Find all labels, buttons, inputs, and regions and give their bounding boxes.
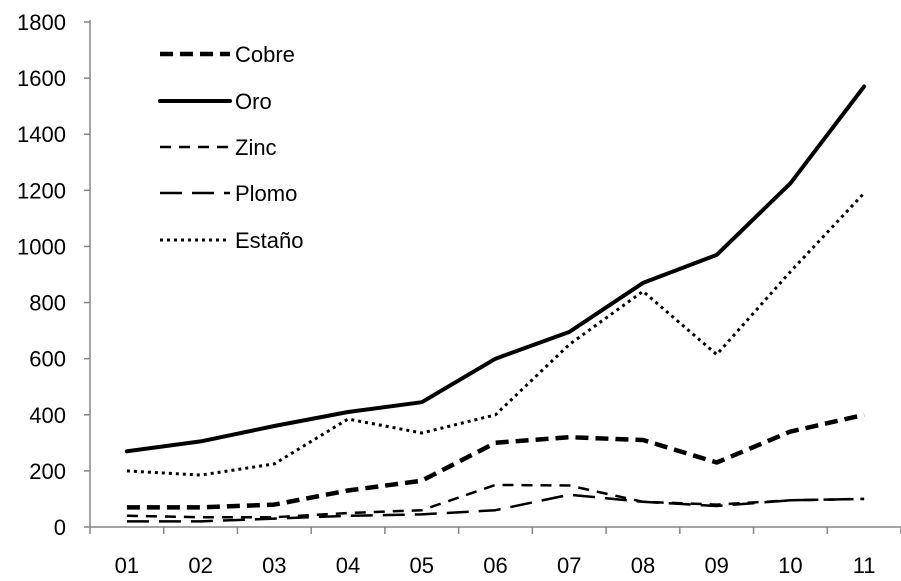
y-tick-label: 1200 [17, 178, 66, 203]
x-tick-label: 08 [631, 553, 655, 578]
y-tick-label: 1800 [17, 10, 66, 35]
y-axis-ticks: 0 200 400 600 800 1000 1200 1400 1600 1800 [17, 10, 90, 540]
series-line-estaño [126, 192, 866, 477]
y-tick-label: 600 [29, 347, 66, 372]
series-line-zinc [126, 483, 865, 519]
y-tick-label: 200 [29, 459, 66, 484]
legend-label-oro: Oro [235, 89, 272, 114]
series-line-oro [124, 84, 867, 454]
x-axis-ticks: 01 02 03 04 05 06 07 08 09 10 11 [89, 527, 901, 578]
x-tick-label: 09 [704, 553, 728, 578]
axes [89, 20, 901, 528]
x-tick-label: 06 [483, 553, 507, 578]
x-tick-label: 04 [336, 553, 360, 578]
legend-label-estaño: Estaño [235, 228, 304, 253]
y-tick-label: 800 [29, 291, 66, 316]
x-tick-label: 02 [188, 553, 212, 578]
legend: Cobre Oro Zinc Plomo Estaño [158, 42, 304, 253]
x-tick-label: 05 [410, 553, 434, 578]
series-lines [124, 84, 867, 523]
x-tick-label: 01 [115, 553, 139, 578]
x-tick-label: 07 [557, 553, 581, 578]
legend-label-cobre: Cobre [235, 42, 295, 67]
y-tick-label: 1400 [17, 122, 66, 147]
legend-label-zinc: Zinc [235, 135, 277, 160]
y-tick-label: 1000 [17, 234, 66, 259]
x-tick-label: 11 [853, 553, 876, 578]
y-tick-label: 0 [54, 515, 66, 540]
y-tick-label: 1600 [17, 66, 66, 91]
series-line-plomo [126, 493, 865, 523]
y-tick-label: 400 [29, 403, 66, 428]
series-line-cobre [126, 412, 865, 510]
legend-label-plomo: Plomo [235, 181, 297, 206]
x-tick-label: 10 [778, 553, 802, 578]
x-tick-label: 03 [262, 553, 286, 578]
